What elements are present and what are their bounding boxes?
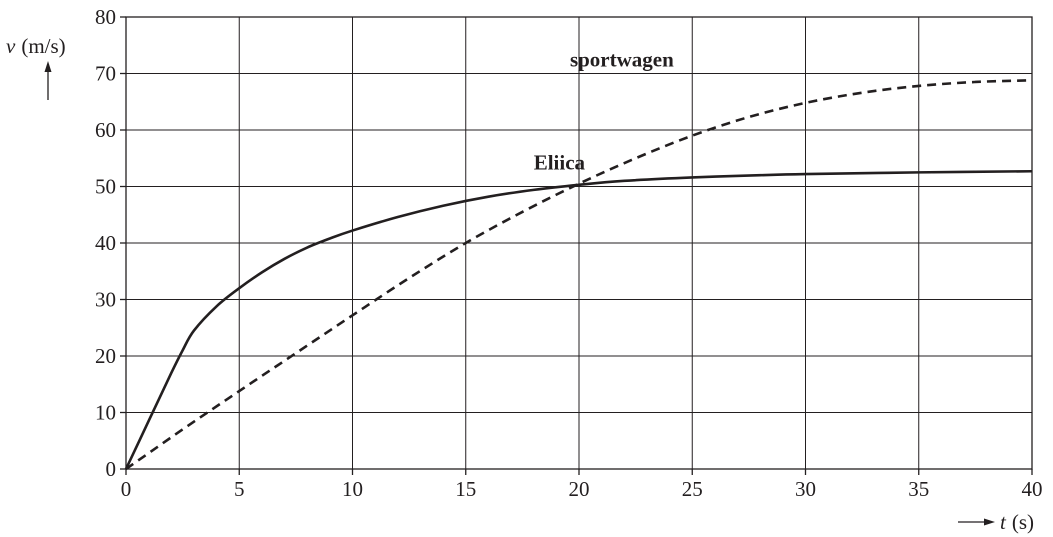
y-axis-var: v — [6, 34, 16, 58]
x-tick-label-25: 25 — [682, 477, 703, 501]
y-tick-label-10: 10 — [95, 401, 116, 425]
y-tick-label-80: 80 — [95, 5, 116, 29]
y-tick-label-0: 0 — [106, 457, 117, 481]
svg-text:t(s): t (s) — [1000, 510, 1034, 534]
x-tick-label-30: 30 — [795, 477, 816, 501]
x-tick-label-5: 5 — [234, 477, 245, 501]
series-label-eliica: Eliica — [534, 151, 586, 175]
plot-frame — [120, 16, 1033, 475]
y-axis-arrow-head — [44, 61, 52, 72]
series-line-eliica — [124, 169, 1033, 470]
grid — [126, 17, 1032, 469]
y-axis-unit: (m/s) — [21, 34, 65, 58]
series-lines — [124, 78, 1033, 471]
y-tick-labels: 0 10 20 30 40 50 60 70 80 — [95, 5, 116, 481]
series-labels: Eliica sportwagen — [534, 48, 674, 175]
x-axis-label: t (s) — [958, 510, 1034, 534]
x-axis-var: t — [1000, 510, 1007, 534]
x-axis-unit: (s) — [1012, 510, 1034, 534]
series-line-sportwagen — [125, 78, 1033, 471]
y-tick-label-50: 50 — [95, 175, 116, 199]
x-tick-label-0: 0 — [121, 477, 132, 501]
y-tick-label-60: 60 — [95, 118, 116, 142]
x-tick-label-15: 15 — [455, 477, 476, 501]
y-tick-label-40: 40 — [95, 231, 116, 255]
x-axis-arrow-head — [984, 518, 995, 526]
svg-text:v(m/s): v (m/s) — [6, 34, 66, 58]
x-tick-label-35: 35 — [908, 477, 929, 501]
x-tick-label-40: 40 — [1022, 477, 1043, 501]
series-label-sportwagen: sportwagen — [570, 48, 674, 72]
y-tick-label-30: 30 — [95, 288, 116, 312]
y-tick-label-20: 20 — [95, 344, 116, 368]
x-tick-labels: 0 5 10 15 20 25 30 35 40 — [121, 477, 1043, 501]
y-tick-label-70: 70 — [95, 62, 116, 86]
x-tick-label-10: 10 — [342, 477, 363, 501]
x-tick-label-20: 20 — [569, 477, 590, 501]
y-axis-label: v (m/s) — [6, 34, 66, 100]
